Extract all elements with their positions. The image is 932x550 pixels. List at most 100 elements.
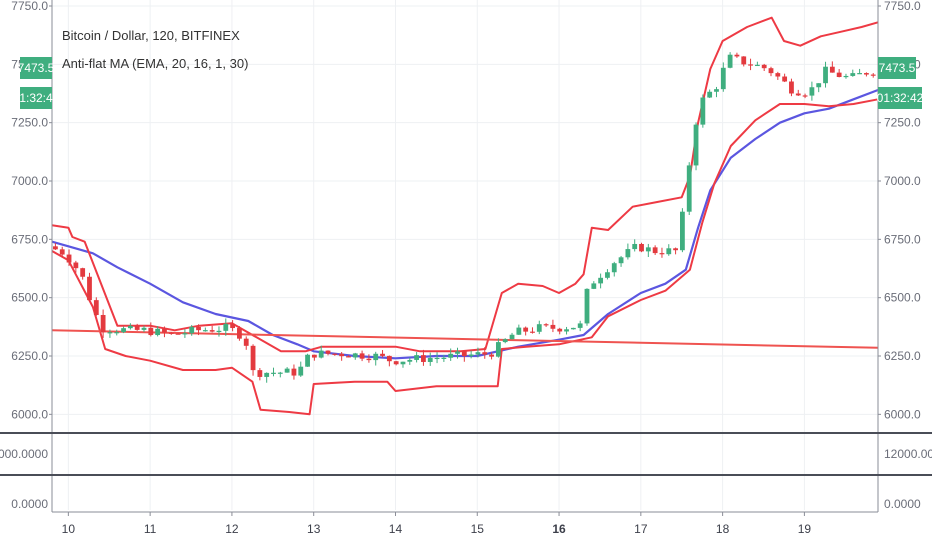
- candle-body: [202, 330, 208, 332]
- candle-body: [570, 327, 576, 330]
- x-tick-label: 14: [389, 522, 403, 536]
- candle-body: [700, 97, 706, 125]
- candle-body: [748, 64, 753, 66]
- candle-body: [441, 357, 447, 359]
- candle-body: [680, 211, 685, 251]
- candle-body: [230, 323, 236, 329]
- candle-body: [305, 354, 310, 367]
- candle-body: [618, 257, 624, 264]
- candle-body: [366, 358, 372, 361]
- y-tick-label-left: 7000.0: [11, 174, 48, 188]
- candle-body: [734, 54, 740, 57]
- candle-body: [720, 67, 726, 90]
- candle-body: [189, 326, 195, 334]
- candle-body: [121, 328, 126, 333]
- candle-body: [652, 247, 658, 254]
- candle-body: [162, 328, 167, 333]
- candle-body: [100, 314, 106, 333]
- candle-body: [237, 328, 242, 339]
- candle-body: [666, 248, 672, 255]
- candle-body: [564, 329, 569, 332]
- candle-layer: [53, 52, 876, 383]
- x-tick-label: 18: [716, 522, 730, 536]
- x-tick-label: 11: [144, 522, 157, 536]
- candle-body: [175, 333, 181, 335]
- candle-body: [761, 64, 767, 69]
- candle-body: [386, 355, 392, 362]
- candle-body: [243, 338, 249, 346]
- candle-body: [148, 327, 154, 336]
- candle-body: [707, 91, 713, 98]
- candle-body: [482, 352, 488, 355]
- candle-body: [645, 247, 651, 252]
- candle-body: [277, 372, 283, 374]
- candle-body: [823, 66, 828, 84]
- candle-body: [53, 246, 58, 250]
- candle-body: [73, 262, 79, 269]
- candle-body: [611, 263, 617, 273]
- series-line-lower-band: [51, 98, 879, 416]
- indicator-label: Anti-flat MA (EMA, 20, 16, 1, 30): [62, 56, 249, 71]
- y-tick-label-right: 6500.0: [884, 291, 921, 305]
- candle-body: [311, 354, 317, 358]
- candle-body: [271, 372, 276, 374]
- candle-body: [659, 253, 665, 255]
- candle-body: [864, 73, 869, 75]
- candle-body: [632, 243, 638, 250]
- volume-label-left: 12000.0000: [0, 447, 48, 461]
- candle-body: [870, 74, 876, 76]
- candle-body: [850, 73, 856, 76]
- candle-body: [768, 68, 774, 74]
- candle-body: [829, 66, 835, 73]
- candle-body: [346, 356, 351, 358]
- candle-body: [557, 328, 563, 332]
- candle-body: [216, 330, 222, 333]
- candle-body: [489, 354, 494, 357]
- candle-body: [802, 95, 808, 97]
- candle-body: [393, 361, 399, 365]
- candle-body: [325, 350, 331, 354]
- axes: 6000.0 6000.0 6250.0 6250.0 6500.0 6500.0 6750…: [0, 0, 932, 536]
- candle-body: [530, 331, 535, 333]
- series-line-trend-line: [51, 329, 879, 349]
- chart-title: Bitcoin / Dollar, 120, BITFINEX: [62, 28, 240, 43]
- y-tick-label-right: 7000.0: [884, 174, 921, 188]
- candle-body: [114, 332, 120, 334]
- candle-body: [59, 249, 65, 255]
- candle-body: [455, 351, 460, 354]
- candle-body: [605, 272, 610, 278]
- candle-body: [523, 327, 529, 332]
- time-badge-right: 01:32:42: [877, 91, 924, 105]
- candle-body: [407, 359, 413, 362]
- candle-body: [209, 330, 215, 332]
- candle-body: [727, 54, 733, 68]
- candle-body: [168, 332, 174, 334]
- y-tick-label-left: 7250.0: [11, 116, 48, 130]
- candle-body: [359, 353, 365, 359]
- candle-body: [127, 325, 133, 329]
- price-badge-right-bg: [878, 57, 916, 79]
- candle-body: [577, 323, 583, 328]
- candle-body: [400, 361, 406, 365]
- candle-body: [591, 283, 597, 289]
- candle-body: [196, 326, 201, 331]
- x-tick-label: 15: [471, 522, 485, 536]
- candle-body: [373, 353, 379, 361]
- candle-body: [66, 254, 72, 263]
- x-tick-label: 17: [634, 522, 648, 536]
- candle-body: [836, 72, 842, 77]
- candle-body: [693, 124, 699, 166]
- candle-body: [284, 368, 290, 373]
- y-tick-label-left: 6500.0: [11, 291, 48, 305]
- candle-body: [80, 268, 86, 277]
- candle-body: [427, 357, 433, 362]
- zero-label-left: 0.0000: [11, 497, 48, 511]
- candle-body: [468, 354, 474, 357]
- y-tick-label-left: 6000.0: [11, 407, 48, 421]
- candle-body: [107, 332, 113, 334]
- x-tick-label: 19: [798, 522, 812, 536]
- candle-body: [741, 56, 747, 65]
- candle-body: [584, 288, 590, 324]
- candle-body: [421, 355, 426, 362]
